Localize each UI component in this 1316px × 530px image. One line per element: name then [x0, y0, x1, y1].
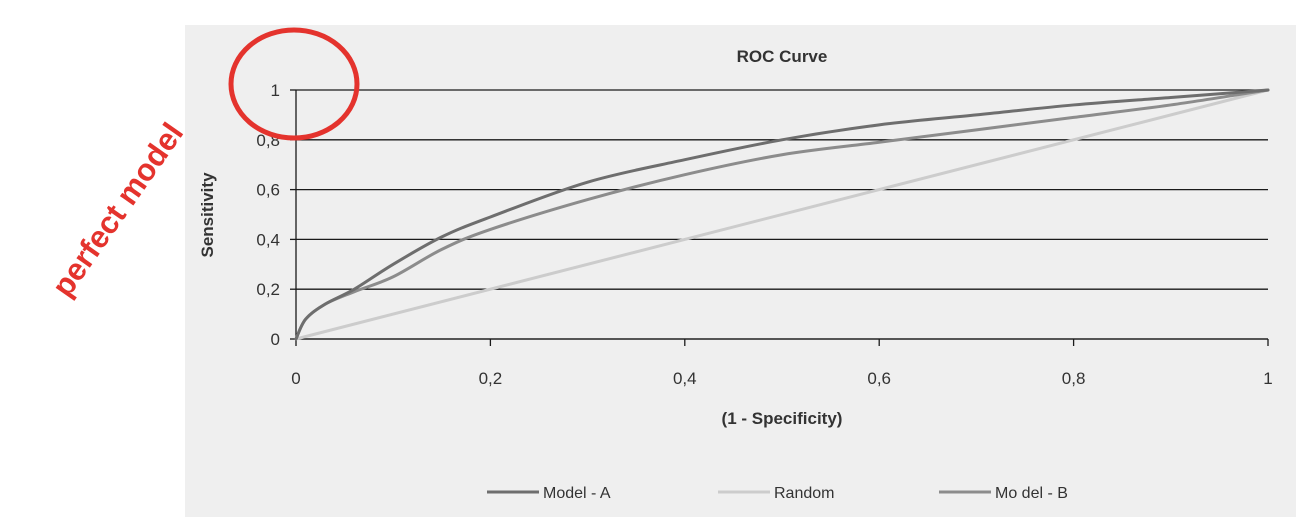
chart-panel	[185, 25, 1296, 517]
series-line-model-a	[294, 88, 1270, 341]
y-tick-label-0: 0	[271, 330, 280, 349]
y-tick-label-2: 0,4	[256, 230, 280, 249]
x-tick-label-5: 1	[1263, 369, 1272, 388]
y-tick-labels: 00,20,40,60,81	[256, 81, 280, 349]
x-tick-label-4: 0,8	[1062, 369, 1086, 388]
y-tick-label-3: 0,6	[256, 181, 280, 200]
x-tick-label-1: 0,2	[479, 369, 503, 388]
legend-label-model-b: Mo del - B	[995, 485, 1068, 502]
y-tick-label-5: 1	[271, 81, 280, 100]
legend-label-random: Random	[774, 485, 834, 502]
x-tick-label-2: 0,4	[673, 369, 697, 388]
x-axis-label: (1 - Specificity)	[722, 409, 843, 428]
legend: Model - A Random Mo del - B	[487, 485, 1068, 502]
y-axis-label: Sensitivity	[198, 172, 217, 258]
legend-label-model-a: Model - A	[543, 485, 611, 502]
series-lines	[294, 88, 1270, 341]
highlight-circle	[228, 27, 360, 141]
x-tick-labels: 0 0,2 0,4 0,6 0,8 1	[291, 369, 1272, 388]
grid	[290, 89, 1269, 346]
series-line-random	[294, 88, 1270, 341]
x-tick-label-3: 0,6	[867, 369, 891, 388]
x-tick-label-0: 0	[291, 369, 300, 388]
y-tick-label-1: 0,2	[256, 280, 280, 299]
chart-title: ROC Curve	[737, 47, 828, 66]
